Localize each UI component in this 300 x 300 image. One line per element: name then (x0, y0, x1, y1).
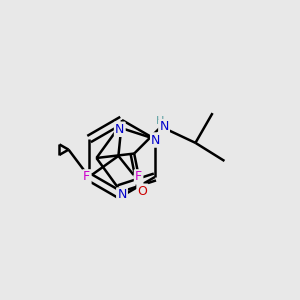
Text: F: F (83, 170, 90, 183)
Text: N: N (159, 120, 169, 133)
Text: H: H (156, 116, 164, 126)
Text: F: F (135, 170, 142, 183)
Text: N: N (115, 123, 124, 136)
Text: O: O (138, 185, 148, 198)
Text: N: N (151, 134, 160, 146)
Text: N: N (117, 188, 127, 202)
